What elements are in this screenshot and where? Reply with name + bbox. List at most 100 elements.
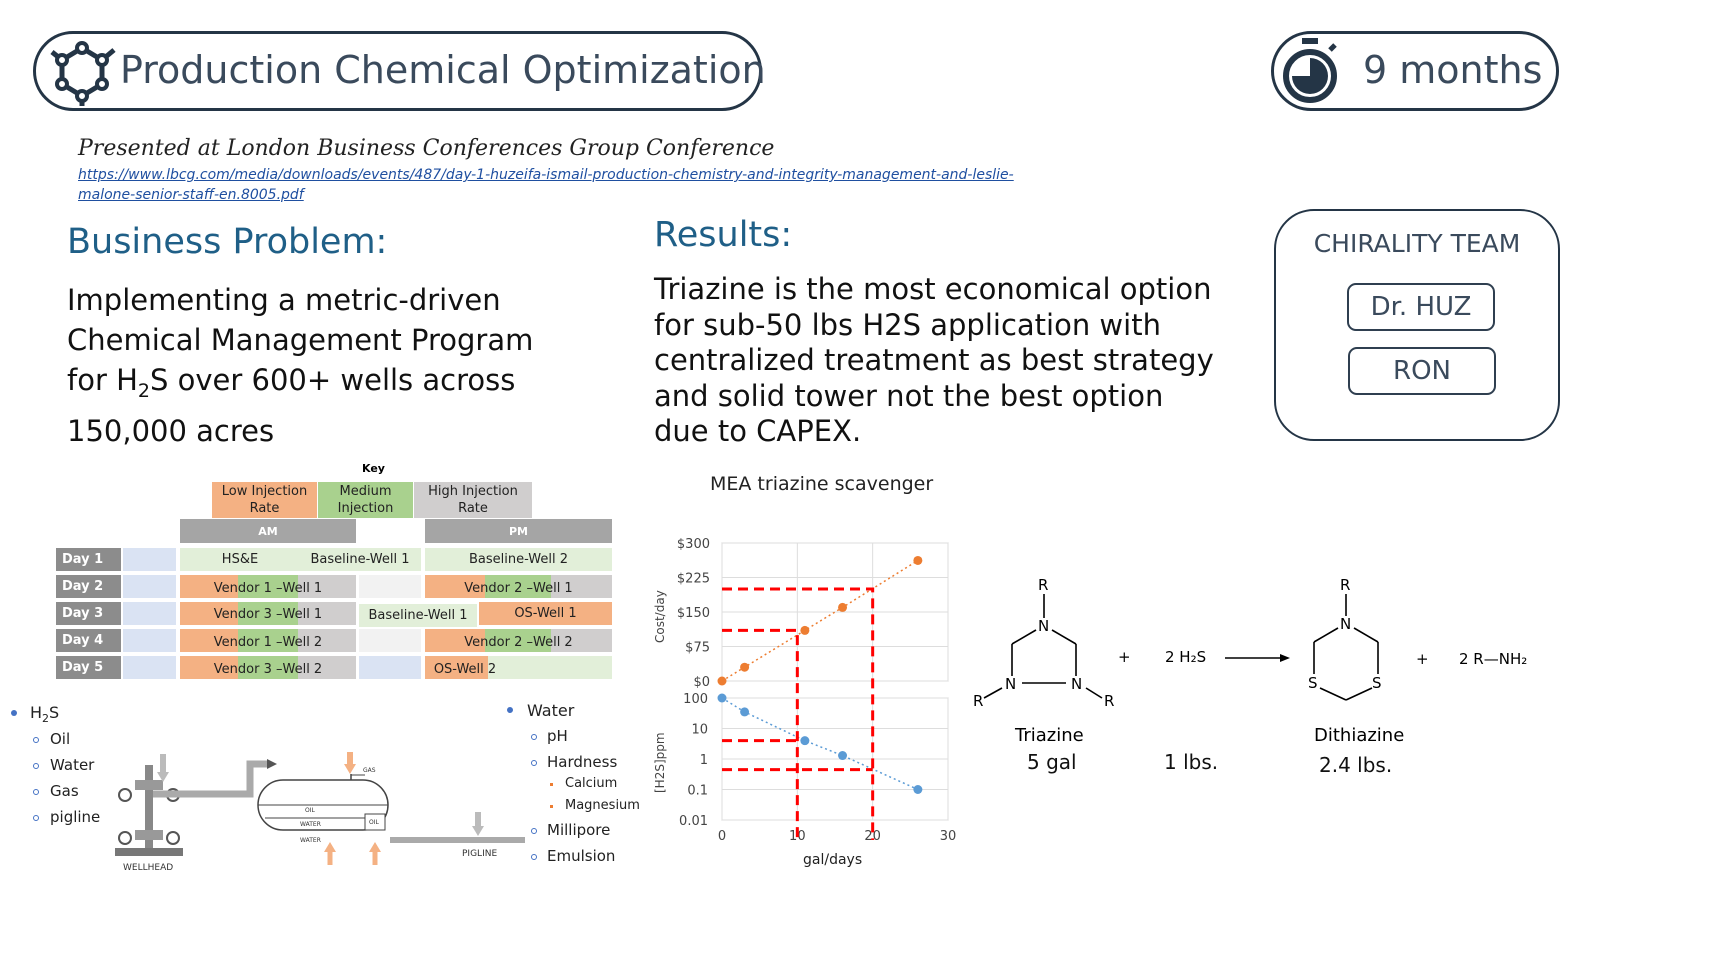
project-title: Production Chemical Optimization [120,48,766,92]
schedule-entry [238,656,298,679]
h2s-point [913,785,923,794]
chart-ylabel-bottom: [H2S]ppm [653,732,667,793]
gas-label: GAS [363,767,376,774]
schedule-entry: Vendor 1 –Well 2 [213,635,323,650]
r-group: R [1104,692,1114,710]
empty-cell [359,575,421,598]
r-group: R [1340,576,1350,594]
source-link[interactable]: https://www.lbcg.com/media/downloads/eve… [78,165,1014,205]
x-tick-label: 30 [940,829,957,844]
n-atom: N [1340,615,1351,633]
schedule-entry [298,656,356,679]
sub-sub-bullet-icon [550,783,553,786]
results-line: due to CAPEX. [654,414,862,448]
h2s-point [717,693,727,703]
schedule-entry: OS-Well 2 [433,662,497,677]
chart-ylabel-top: Cost/day [653,590,667,643]
triazine-label: Triazine [1014,725,1084,746]
sub-bullet-icon [33,789,39,795]
day-label: Day 5 [56,656,121,679]
results-heading: Results: [654,215,793,255]
y-tick-label: $300 [677,537,710,552]
r-group: R [1038,576,1048,594]
source-note: Presented at London Business Conferences… [78,136,775,161]
reagent-h2s: 2 H₂S [1165,648,1206,666]
sub-bullet-icon [531,760,537,766]
schedule-entry: Vendor 1 –Well 1 [213,581,323,596]
y-tick-label: 1 [700,753,708,768]
empty-cell [123,575,176,598]
day-label: Day 2 [56,575,121,598]
list-item: Hardness [547,753,618,771]
product-amine: 2 R—NH₂ [1459,650,1527,668]
guide-line-10 [722,628,799,840]
schedule-entry [180,656,238,679]
plus-sign: + [1118,648,1131,666]
water-label: WATER [300,821,321,828]
y-tick-label: $225 [677,572,710,587]
source-link-line2[interactable]: malone-senior-staff-en.8005.pdf [78,187,304,203]
list-item: Millipore [547,821,611,839]
stopwatch-icon [1283,38,1337,103]
plus-sign: + [1416,650,1429,668]
y-tick-label: 0.01 [679,814,708,829]
sub-bullet-icon [33,737,39,743]
empty-cell [359,629,421,652]
y-tick-label: 0.1 [687,784,708,799]
h2s-point [800,736,810,746]
sub-bullet-icon [531,734,537,740]
empty-cell [123,602,176,625]
empty-cell [359,656,421,679]
schedule-entry [298,575,356,598]
wellhead-icon [115,765,183,856]
sub-bullet-icon [33,763,39,769]
schedule-entry: Vendor 2 –Well 2 [464,635,573,650]
chart-title: MEA triazine scavenger [710,473,933,495]
dithiazine-structure [1313,594,1379,701]
list-item: Magnesium [565,798,640,813]
cost-point [717,676,727,686]
schedule-entry [551,629,612,652]
schedule-entry [485,629,551,652]
triazine-chart: MEA triazine scavenger gal/days Cost/day… [653,473,957,868]
key-low-injection: Low Injection Rate [212,482,317,518]
empty-cell [123,656,176,679]
water-outlet-label: WATER [300,837,321,844]
oil-label: OIL [305,807,315,814]
schedule-entry [551,575,612,598]
x-tick-label: 20 [864,829,881,844]
list-item: pigline [50,808,101,826]
n-atom: N [1005,675,1016,693]
y-tick-label: 100 [683,692,708,707]
h2s-point [740,707,750,717]
schedule-entry: Baseline-Well 1 [310,552,410,567]
schedule-entry [238,575,298,598]
day-label: Day 3 [56,602,121,625]
sub-bullet-icon [531,854,537,860]
team-box [1274,209,1560,441]
source-link-line1[interactable]: https://www.lbcg.com/media/downloads/eve… [78,167,1014,183]
dithiazine-qty: 2.4 lbs. [1319,753,1392,777]
schedule-entry [238,602,298,625]
list-item: Gas [50,782,79,800]
team-member-huz[interactable]: Dr. HUZ [1347,283,1495,331]
bullet-icon [507,707,513,713]
team-member-ron[interactable]: RON [1348,347,1496,395]
cost-point [838,602,848,612]
oil-outlet-label: OIL [369,819,379,826]
schedule-entry: HS&E [221,552,259,567]
bullet-icon [11,710,17,716]
key-medium-injection: Medium Injection [318,482,413,518]
wellhead-label: WELLHEAD [123,863,173,873]
h2s-point [838,751,848,761]
bp-line-2: Chemical Management Program [67,323,534,357]
schedule-entry: Baseline-Well 1 [359,604,477,627]
title-pill [33,31,762,111]
day-label: Day 1 [56,548,121,571]
cost-point [913,555,923,565]
reaction-scheme: R N N N R R + 2 H₂S + 2 R—NH₂ R N S S Tr… [973,576,1527,777]
day-label: Day 4 [56,629,121,652]
business-problem-text: Implementing a metric-driven Chemical Ma… [67,280,587,451]
h2s-qty: 1 lbs. [1164,750,1218,774]
bp-line-3: for H2S over 600+ wells across [67,363,516,402]
